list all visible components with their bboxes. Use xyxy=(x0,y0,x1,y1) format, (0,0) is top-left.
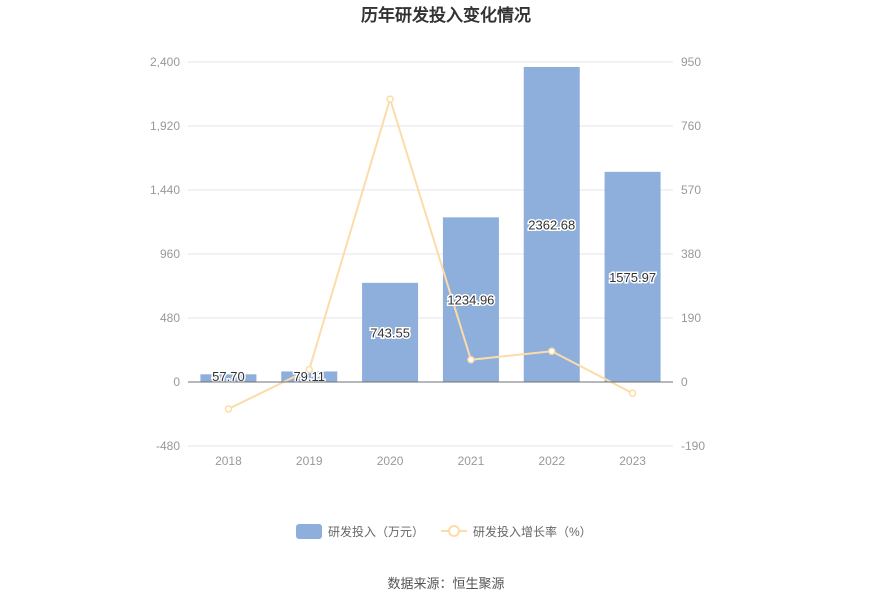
x-axis: 2018 2019 2020 2021 2022 2023 xyxy=(188,381,673,468)
y-axis-left: -480 0 480 960 1,440 1,920 2,400 xyxy=(150,55,180,453)
legend-line-marker[interactable] xyxy=(448,525,460,537)
y-right-tick-label: 950 xyxy=(681,55,701,69)
bar-data-label: 57.70 xyxy=(212,369,245,384)
line-point[interactable] xyxy=(548,347,556,355)
y-left-tick-label: 960 xyxy=(160,247,180,261)
y-right-tick-label: 380 xyxy=(681,247,701,261)
line-series xyxy=(224,95,637,413)
y-right-tick-label: 190 xyxy=(681,311,701,325)
x-tick-label: 2020 xyxy=(377,454,404,468)
legend-bar-swatch[interactable] xyxy=(296,524,322,539)
growth-rate-line xyxy=(227,95,634,410)
y-left-tick-label: 480 xyxy=(160,311,180,325)
bar-data-label: 79.11 xyxy=(293,369,325,384)
x-tick-label: 2019 xyxy=(296,454,323,468)
line-point[interactable] xyxy=(386,95,394,103)
y-right-tick-label: 0 xyxy=(681,375,688,389)
line-point[interactable] xyxy=(224,405,233,413)
line-point[interactable] xyxy=(467,355,475,364)
bar[interactable] xyxy=(281,371,338,382)
x-tick-label: 2021 xyxy=(458,454,485,468)
line-point[interactable] xyxy=(305,365,313,374)
y-left-tick-label: 1,440 xyxy=(150,183,180,197)
line-point[interactable] xyxy=(628,389,637,397)
x-tick-label: 2018 xyxy=(215,454,242,468)
bar-data-label: 1234.96 xyxy=(447,293,494,308)
data-labels: 57.70 79.11 743.55 1234.96 2362.68 1575.97 xyxy=(211,216,658,386)
y-left-tick-label: -480 xyxy=(156,439,180,453)
y-axis-right: -190 0 190 380 570 760 950 xyxy=(681,55,705,453)
y-right-tick-label: 570 xyxy=(681,183,701,197)
bar[interactable] xyxy=(523,66,580,382)
x-tick-label: 2023 xyxy=(619,454,646,468)
bar-data-label: 2362.68 xyxy=(528,217,575,232)
bar-series xyxy=(200,66,661,382)
grid xyxy=(188,61,673,447)
bar[interactable] xyxy=(200,374,257,382)
legend-bar-label[interactable]: 研发投入（万元） xyxy=(328,524,424,539)
bar[interactable] xyxy=(362,282,419,382)
bar[interactable] xyxy=(604,171,661,382)
legend[interactable]: 研发投入（万元） 研发投入增长率（%） xyxy=(296,524,592,539)
x-tick-label: 2022 xyxy=(538,454,565,468)
legend-line-label[interactable]: 研发投入增长率（%） xyxy=(473,524,592,539)
y-right-tick-label: 760 xyxy=(681,119,701,133)
y-left-tick-label: 2,400 xyxy=(150,55,180,69)
bar-data-label: 1575.97 xyxy=(609,270,656,285)
bar-data-label: 743.55 xyxy=(370,325,410,340)
y-left-tick-label: 0 xyxy=(173,375,180,389)
data-source: 数据来源：恒生聚源 xyxy=(387,576,504,591)
y-right-tick-label: -190 xyxy=(681,439,705,453)
chart-title: 历年研发投入变化情况 xyxy=(361,5,531,25)
y-left-tick-label: 1,920 xyxy=(150,119,180,133)
